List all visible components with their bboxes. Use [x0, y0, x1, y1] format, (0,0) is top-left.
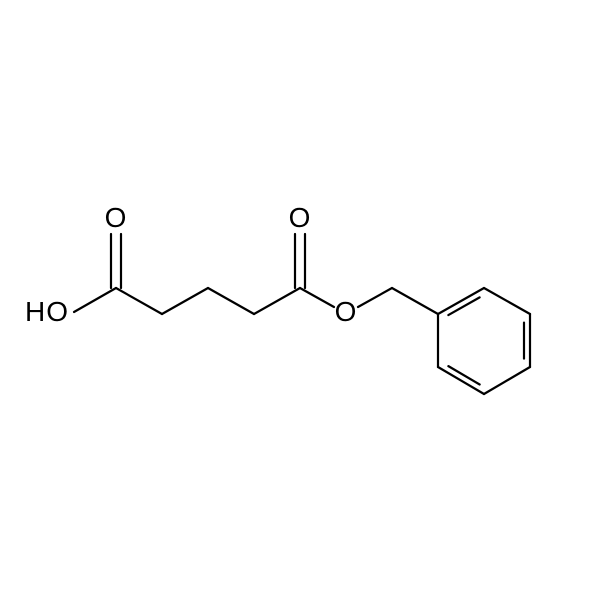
atom-label-o3: O	[335, 296, 358, 328]
atom-label-o2: O	[289, 202, 312, 234]
atom-label-ho: HO	[25, 296, 69, 328]
bond-layer	[0, 0, 600, 600]
molecule-canvas: HO O O O	[0, 0, 600, 600]
atom-label-o1: O	[105, 202, 128, 234]
